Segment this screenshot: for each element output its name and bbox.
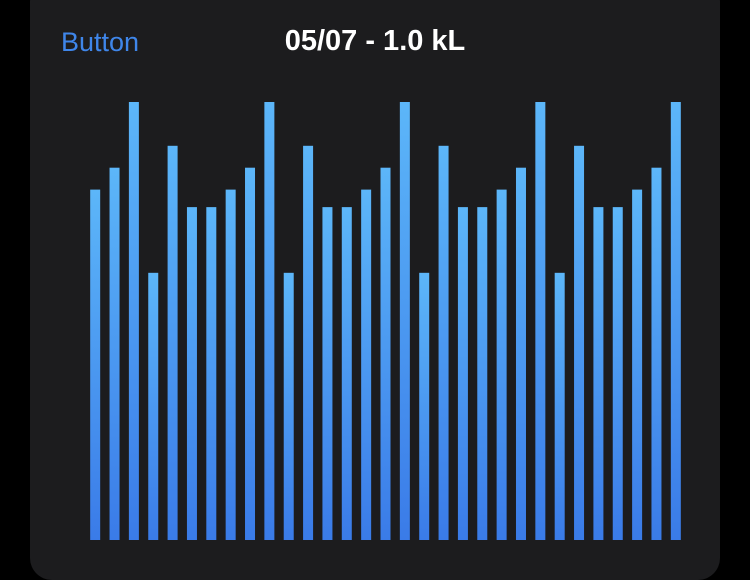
bar	[361, 189, 372, 540]
bar	[457, 207, 468, 540]
chart-title: 05/07 - 1.0 kL	[284, 25, 466, 57]
bar	[515, 167, 526, 540]
bar	[90, 189, 101, 540]
bar	[303, 145, 314, 541]
bar	[109, 167, 120, 540]
bar	[612, 207, 623, 540]
bar	[283, 272, 294, 540]
bar	[632, 189, 643, 540]
bar	[128, 102, 139, 540]
bar	[206, 207, 217, 540]
bar	[419, 272, 430, 540]
bar	[535, 102, 546, 540]
bar	[651, 167, 662, 540]
bar	[593, 207, 604, 540]
bar	[322, 207, 333, 540]
bar	[245, 167, 256, 540]
bar	[574, 145, 585, 541]
bar	[670, 102, 681, 540]
chart	[90, 102, 681, 541]
bar	[264, 102, 275, 540]
bar	[399, 102, 410, 540]
bar	[225, 189, 236, 540]
bar	[186, 207, 197, 540]
button[interactable]: Button	[61, 27, 140, 57]
bar	[477, 207, 488, 540]
card	[30, 0, 720, 580]
page: {"button": {"label": "Button"}, "chart_d…	[30, 0, 720, 580]
bar	[167, 145, 178, 541]
bar	[496, 189, 507, 540]
bar	[380, 167, 391, 540]
bar	[554, 272, 565, 540]
bar	[341, 207, 352, 540]
bar	[438, 145, 449, 541]
bar	[148, 272, 159, 540]
